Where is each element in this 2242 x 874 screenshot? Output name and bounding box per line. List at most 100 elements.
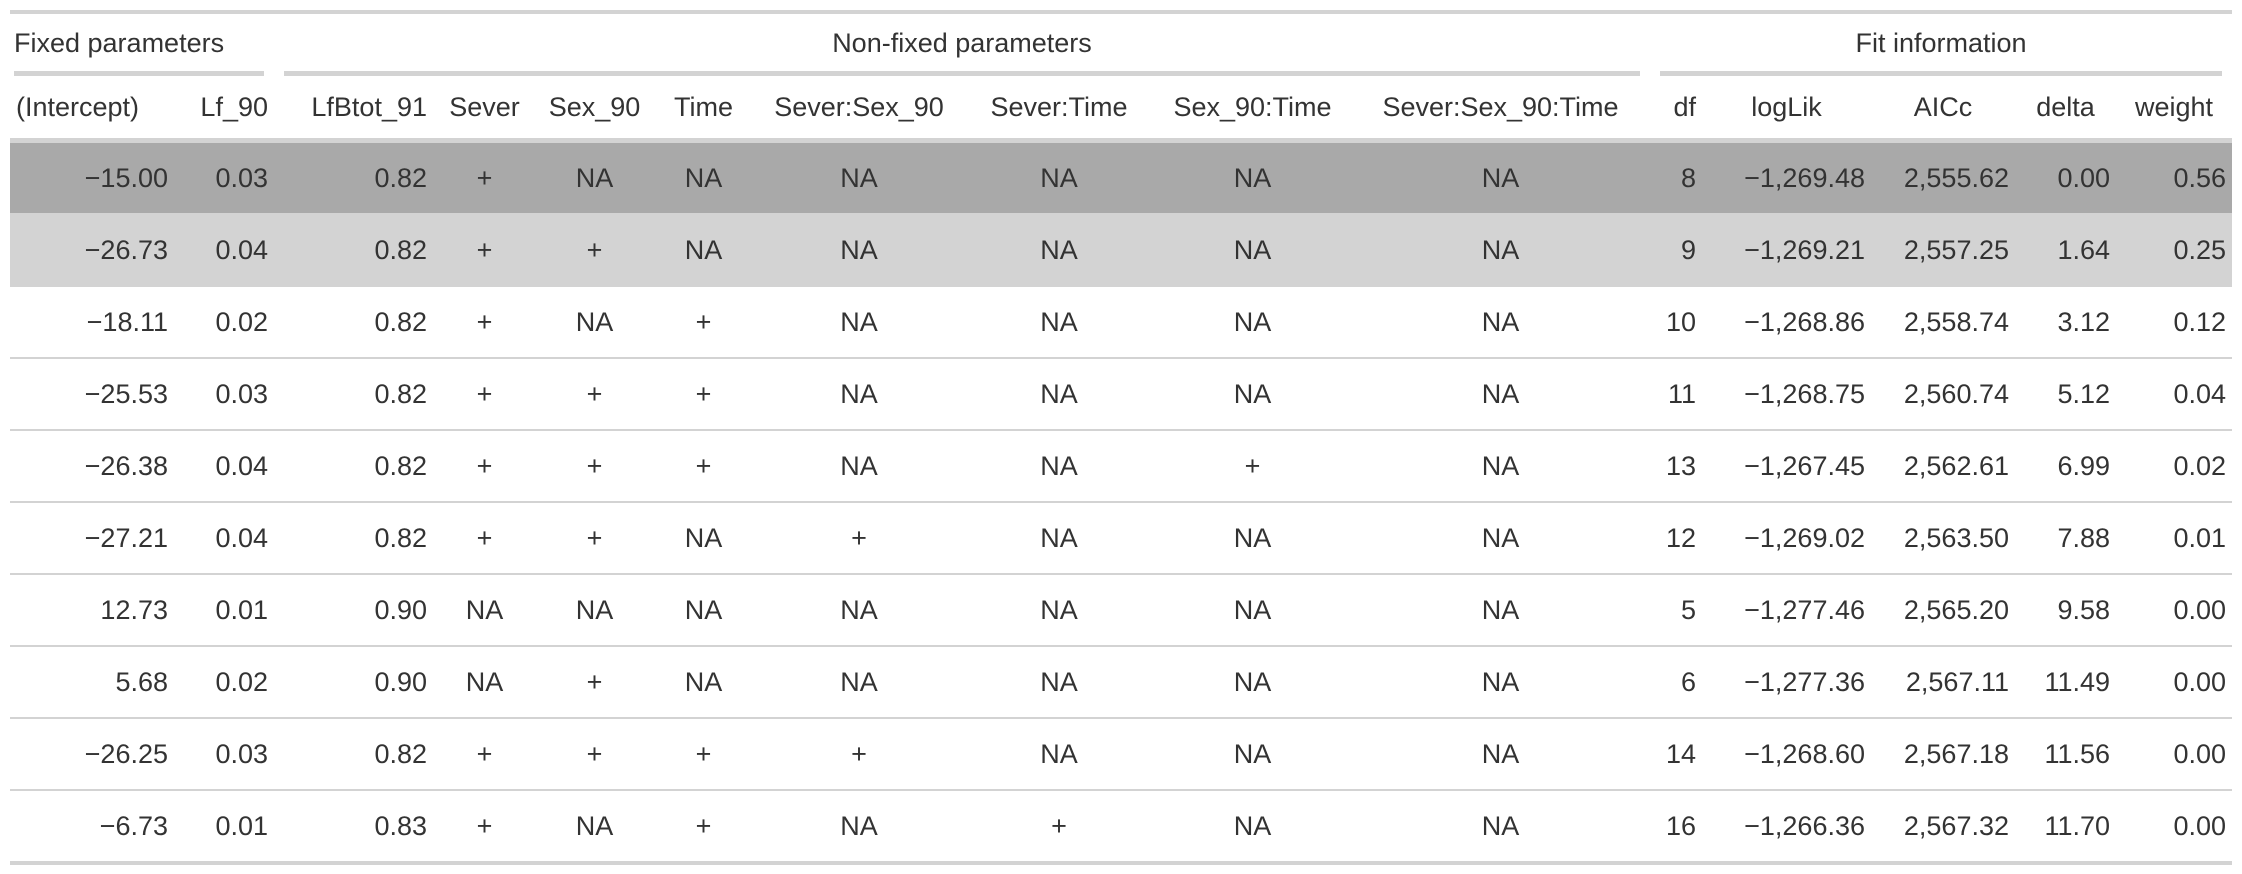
- table-cell: +: [433, 286, 536, 359]
- column-group-fixed-parameters: Fixed parameters: [10, 10, 274, 76]
- table-cell: 0.03: [174, 358, 274, 431]
- column-group-label: Non-fixed parameters: [284, 28, 1640, 76]
- table-cell: NA: [536, 140, 653, 215]
- table-cell: +: [536, 718, 653, 791]
- table-cell: 0.00: [2116, 790, 2233, 865]
- table-cell: +: [653, 790, 754, 865]
- table-cell: 0.04: [2116, 358, 2233, 431]
- table-cell: 2,562.61: [1871, 430, 2015, 503]
- table-cell: NA: [1154, 790, 1351, 865]
- table-cell: NA: [433, 646, 536, 719]
- table-cell: NA: [754, 214, 964, 287]
- table-cell: +: [754, 718, 964, 791]
- table-cell: NA: [536, 574, 653, 647]
- table-cell: NA: [754, 790, 964, 865]
- column-header: Sever:Time: [964, 76, 1154, 143]
- table-cell: 9.58: [2015, 574, 2116, 647]
- table-cell: +: [433, 502, 536, 575]
- column-header: Sex_90:Time: [1154, 76, 1351, 143]
- table-cell: 0.82: [274, 718, 433, 791]
- table-cell: 11: [1650, 358, 1702, 431]
- column-header: Sex_90: [536, 76, 653, 143]
- table-row: −6.73 0.01 0.83 + NA + NA + NA NA 16 −1,266.36 2,567…: [10, 790, 2233, 865]
- table-cell: NA: [1351, 286, 1650, 359]
- table-cell: NA: [653, 502, 754, 575]
- table-cell: 0.82: [274, 140, 433, 215]
- table-cell: NA: [964, 646, 1154, 719]
- column-group-row: Fixed parameters Non-fixed parameters Fit …: [10, 10, 2233, 76]
- table-header: Fixed parameters Non-fixed parameters Fit …: [10, 10, 2233, 143]
- table-cell: NA: [964, 502, 1154, 575]
- table-cell: −26.73: [10, 214, 174, 287]
- column-header: df: [1650, 76, 1702, 143]
- table-cell: −1,268.75: [1702, 358, 1871, 431]
- table-cell: 0.82: [274, 502, 433, 575]
- table-cell: NA: [1154, 214, 1351, 287]
- table-cell: NA: [1154, 502, 1351, 575]
- table-cell: NA: [1351, 430, 1650, 503]
- table-cell: NA: [1154, 718, 1351, 791]
- table-cell: NA: [964, 358, 1154, 431]
- table-cell: −27.21: [10, 502, 174, 575]
- column-group-label: Fit information: [1660, 28, 2223, 76]
- table-cell: NA: [1351, 358, 1650, 431]
- table-cell: NA: [964, 718, 1154, 791]
- table-cell: NA: [1351, 140, 1650, 215]
- table-row: −26.25 0.03 0.82 + + + + NA NA NA 14 −1,268.60 2,567…: [10, 718, 2233, 791]
- table-cell: +: [433, 790, 536, 865]
- table-row: −15.00 0.03 0.82 + NA NA NA NA NA NA 8 −1,269.48 2,5…: [10, 140, 2233, 215]
- table-cell: +: [653, 430, 754, 503]
- table-cell: 0.01: [174, 790, 274, 865]
- table-cell: 0.04: [174, 502, 274, 575]
- table-cell: NA: [1351, 574, 1650, 647]
- table-cell: NA: [653, 214, 754, 287]
- table-cell: 0.82: [274, 430, 433, 503]
- table-cell: NA: [964, 286, 1154, 359]
- table-cell: −1,277.46: [1702, 574, 1871, 647]
- table-cell: 0.12: [2116, 286, 2233, 359]
- table-cell: 2,567.32: [1871, 790, 2015, 865]
- column-header: delta: [2015, 76, 2116, 143]
- table-cell: 1.64: [2015, 214, 2116, 287]
- table-body: −15.00 0.03 0.82 + NA NA NA NA NA NA 8 −1,269.48 2,5…: [10, 140, 2233, 865]
- table-cell: 2,558.74: [1871, 286, 2015, 359]
- table-cell: 0.00: [2116, 574, 2233, 647]
- table-cell: 12: [1650, 502, 1702, 575]
- table-cell: NA: [653, 574, 754, 647]
- table-cell: 0.02: [174, 646, 274, 719]
- table-cell: NA: [433, 574, 536, 647]
- column-group-fit-information: Fit information: [1650, 10, 2233, 76]
- column-header: logLik: [1702, 76, 1871, 143]
- table-cell: NA: [964, 214, 1154, 287]
- table-row: −26.73 0.04 0.82 + + NA NA NA NA NA 9 −1,269.21 2,55…: [10, 214, 2233, 287]
- table-cell: 0.25: [2116, 214, 2233, 287]
- table-cell: 11.70: [2015, 790, 2116, 865]
- table-cell: NA: [964, 574, 1154, 647]
- table-cell: −1,268.60: [1702, 718, 1871, 791]
- table-cell: −26.38: [10, 430, 174, 503]
- table-cell: 8: [1650, 140, 1702, 215]
- model-selection-table: Fixed parameters Non-fixed parameters Fit …: [10, 10, 2233, 865]
- table-row: 12.73 0.01 0.90 NA NA NA NA NA NA NA 5 −1,277.46 2,5…: [10, 574, 2233, 647]
- table-cell: +: [536, 430, 653, 503]
- table-cell: +: [536, 646, 653, 719]
- table-cell: NA: [536, 286, 653, 359]
- table-row: −25.53 0.03 0.82 + + + NA NA NA NA 11 −1,268.75 2,56…: [10, 358, 2233, 431]
- table-cell: 0.82: [274, 286, 433, 359]
- column-header: Time: [653, 76, 754, 143]
- table-cell: +: [536, 214, 653, 287]
- table-cell: 16: [1650, 790, 1702, 865]
- table-cell: 11.56: [2015, 718, 2116, 791]
- table-cell: +: [653, 286, 754, 359]
- table-cell: 5: [1650, 574, 1702, 647]
- table-cell: 2,567.11: [1871, 646, 2015, 719]
- table-cell: −26.25: [10, 718, 174, 791]
- table-cell: +: [433, 718, 536, 791]
- table-cell: NA: [754, 286, 964, 359]
- table-cell: 14: [1650, 718, 1702, 791]
- table-cell: 0.02: [174, 286, 274, 359]
- table-row: −18.11 0.02 0.82 + NA + NA NA NA NA 10 −1,268.86 2,5…: [10, 286, 2233, 359]
- table-cell: NA: [1154, 140, 1351, 215]
- table-cell: 0.00: [2116, 646, 2233, 719]
- table-cell: 6.99: [2015, 430, 2116, 503]
